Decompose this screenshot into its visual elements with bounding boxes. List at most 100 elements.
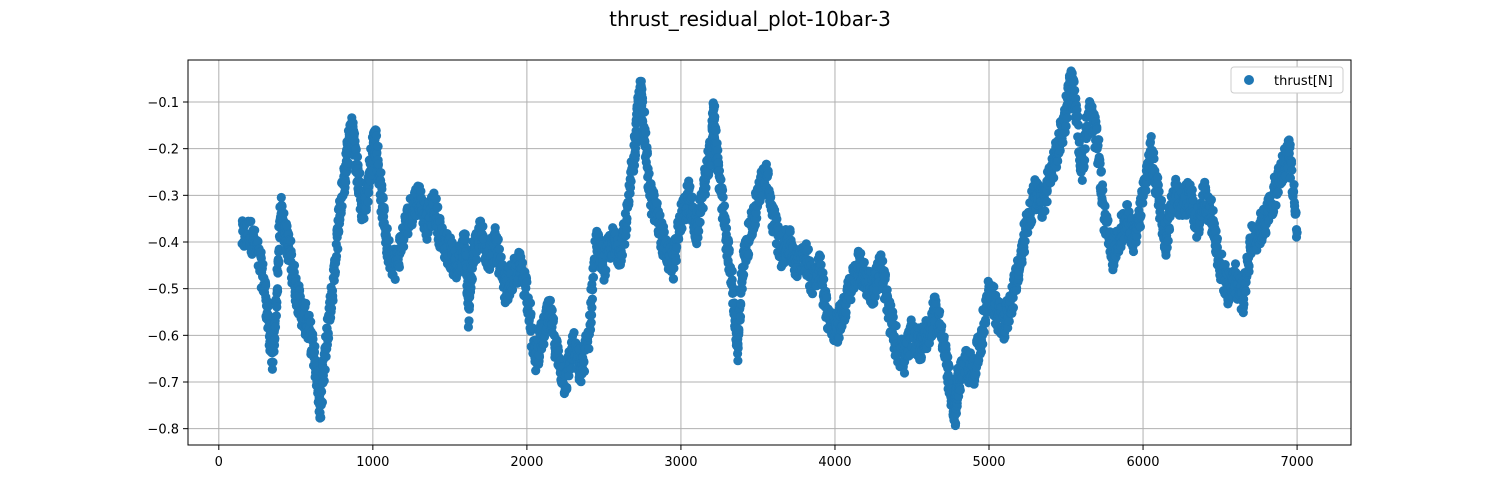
data-point: [333, 244, 343, 254]
data-point: [701, 183, 711, 193]
data-point: [1291, 207, 1301, 218]
data-point: [547, 305, 557, 315]
y-tick-label: −0.8: [147, 423, 179, 438]
data-point: [343, 158, 353, 168]
data-point: [253, 237, 263, 247]
data-point: [1154, 187, 1164, 197]
grid-lines: [188, 60, 1351, 445]
data-point: [394, 262, 404, 272]
data-point: [301, 298, 311, 308]
data-point: [433, 202, 443, 212]
data-point: [478, 221, 488, 231]
data-point: [1136, 211, 1146, 221]
data-point: [1053, 156, 1063, 166]
data-point: [479, 234, 489, 244]
data-point: [763, 169, 773, 179]
data-point: [416, 186, 426, 196]
data-point: [431, 194, 441, 204]
data-point: [1285, 140, 1295, 150]
data-point: [350, 136, 360, 146]
data-point: [685, 182, 695, 192]
data-point: [739, 270, 749, 280]
data-point: [713, 145, 723, 155]
data-point: [943, 352, 953, 362]
legend-box: [1230, 66, 1344, 94]
x-tick-label: 6000: [1126, 455, 1159, 470]
data-point: [734, 324, 744, 334]
data-point: [640, 107, 650, 117]
data-point: [622, 224, 632, 234]
data-point: [766, 192, 776, 202]
data-point: [1092, 124, 1102, 134]
data-point: [1077, 175, 1087, 185]
data-point: [1020, 236, 1030, 246]
y-axis-ticks: −0.8 −0.7 −0.6 −0.5 −0.4 −0.3 −0.2 −0.1: [147, 96, 188, 438]
data-point: [979, 327, 989, 337]
data-point: [1027, 216, 1037, 226]
legend-marker: [1244, 75, 1254, 85]
data-point: [517, 258, 528, 268]
data-point: [490, 223, 500, 233]
data-point: [698, 203, 708, 213]
data-point: [263, 310, 274, 320]
data-point: [326, 303, 337, 313]
data-point: [655, 210, 665, 220]
data-point: [496, 252, 506, 262]
data-point: [276, 192, 286, 203]
data-point: [1004, 316, 1014, 326]
data-point: [601, 265, 611, 275]
data-point: [1080, 144, 1090, 154]
data-point: [306, 317, 316, 327]
data-point: [671, 256, 681, 266]
data-point: [785, 227, 795, 237]
data-point: [642, 146, 652, 157]
data-point: [718, 185, 728, 195]
data-point: [320, 365, 330, 375]
data-point: [1096, 166, 1106, 176]
data-point: [553, 346, 564, 356]
data-point: [969, 379, 979, 389]
x-tick-label: 3000: [664, 455, 697, 470]
data-point: [672, 242, 682, 252]
data-point: [859, 257, 869, 267]
data-point: [1008, 303, 1019, 313]
data-point: [526, 309, 536, 319]
data-point: [916, 352, 927, 362]
data-point: [1206, 195, 1216, 205]
data-point: [1241, 286, 1251, 297]
data-point: [846, 295, 856, 305]
data-point: [1212, 242, 1222, 252]
data-point: [1244, 261, 1254, 271]
data-point: [1049, 173, 1059, 183]
data-point: [1153, 173, 1163, 183]
legend-label: thrust[N]: [1274, 74, 1333, 89]
y-tick-label: −0.7: [147, 376, 179, 391]
data-point: [944, 362, 954, 372]
data-point: [624, 196, 634, 207]
data-point: [587, 294, 598, 304]
data-point: [1132, 231, 1142, 241]
data-point: [1011, 285, 1022, 295]
data-point: [834, 333, 844, 343]
chart-title: thrust_residual_plot-10bar-3: [609, 7, 891, 31]
data-point: [668, 274, 679, 284]
data-point: [588, 285, 598, 295]
data-point: [955, 385, 965, 395]
data-point: [364, 188, 374, 198]
axes-frame: [187, 59, 1352, 446]
data-point: [1271, 200, 1281, 210]
data-point: [899, 368, 910, 378]
data-point: [323, 329, 333, 339]
y-tick-label: −0.1: [147, 96, 179, 111]
data-point: [841, 307, 851, 318]
data-point: [250, 225, 260, 235]
data-point: [719, 201, 730, 211]
data-point: [1122, 200, 1132, 210]
data-point: [976, 347, 987, 357]
data-point: [935, 307, 945, 317]
data-point: [1095, 159, 1105, 169]
data-point: [737, 284, 747, 294]
y-tick-label: −0.4: [147, 236, 179, 251]
data-point: [1208, 205, 1218, 216]
